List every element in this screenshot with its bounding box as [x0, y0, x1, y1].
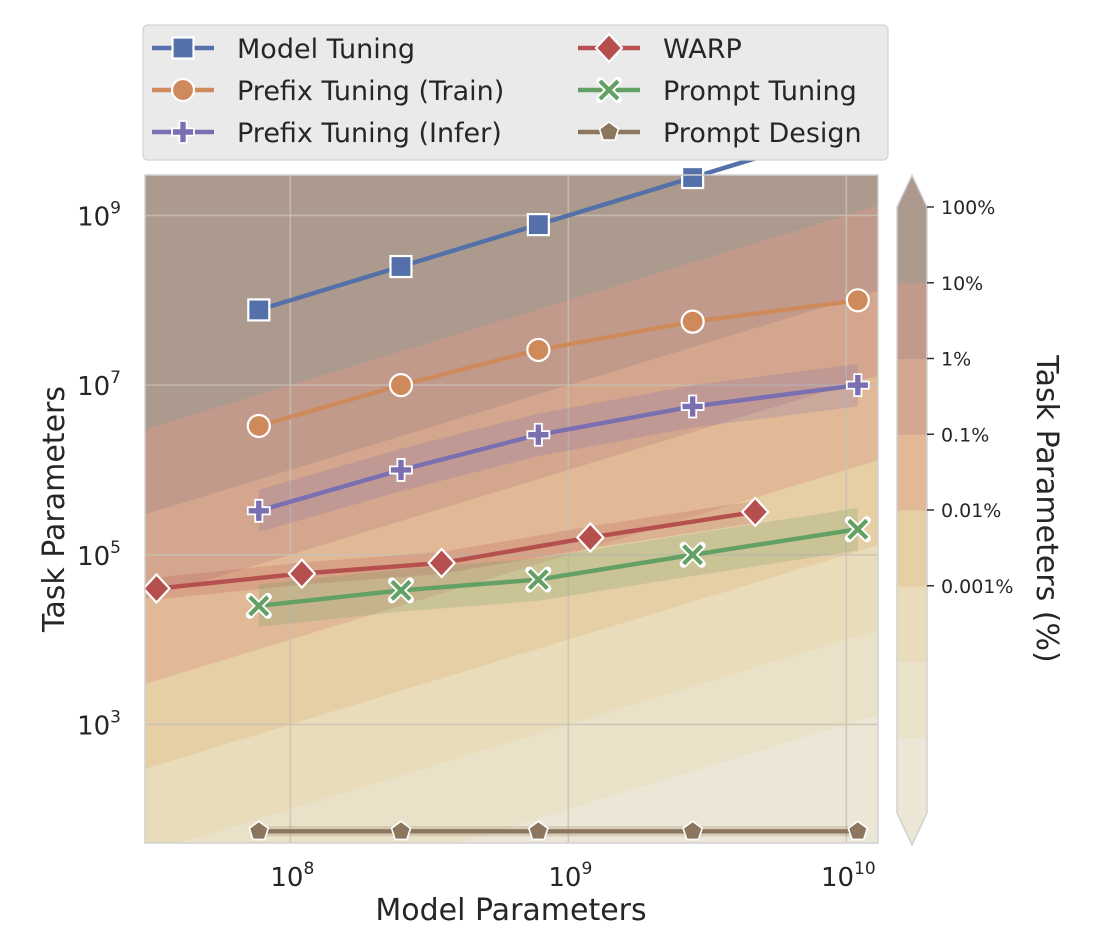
data-point [527, 569, 549, 591]
legend-label: Prompt Design [663, 118, 862, 149]
data-point [847, 820, 869, 841]
colorbar-segment [897, 661, 927, 738]
data-point [246, 498, 271, 523]
axis-ticks: 108 109 1010 103 105 107 109 [77, 198, 876, 893]
colorbar-tick-label: 10% [941, 273, 983, 295]
plot-frame [144, 174, 879, 844]
data-point [526, 213, 550, 237]
data-point [526, 422, 551, 447]
legend-frame [142, 24, 889, 161]
data-point [682, 544, 704, 566]
colorbar-tick-label: 0.001% [941, 576, 1013, 598]
data-point [598, 121, 620, 141]
data-point [681, 165, 705, 190]
data-point [390, 820, 412, 841]
y-tick-label: 103 [77, 707, 121, 741]
colorbar-tick-label: 0.01% [941, 500, 1001, 522]
data-point [427, 547, 457, 579]
prefix-tuning-infer-markers [246, 373, 870, 523]
data-point [680, 309, 705, 334]
data-point [248, 820, 270, 841]
colorbar-segment [897, 282, 927, 359]
y-axis-title: Task Parameters [37, 386, 72, 633]
data-point [845, 288, 870, 313]
data-point [527, 820, 549, 841]
legend-label: Prefix Tuning (Infer) [237, 118, 502, 149]
warp-markers [142, 496, 770, 605]
data-point [142, 572, 172, 605]
legend-item-model-tuning: Model Tuning [152, 34, 415, 65]
colorbar-segment [897, 358, 927, 435]
series-markers [142, 115, 871, 841]
colorbar-segment [897, 207, 927, 284]
legend-label: Prompt Tuning [663, 76, 857, 107]
data-point [248, 595, 270, 617]
prefix-tuning-train-markers [246, 288, 870, 439]
x-axis-title: Model Parameters [375, 893, 646, 928]
colorbar-segment [897, 737, 927, 814]
colorbar-segment [897, 434, 927, 511]
legend-item-prompt-tuning: Prompt Tuning [578, 76, 857, 107]
colorbar-segment [897, 510, 927, 587]
prompt-design-markers [248, 820, 869, 841]
y-tick-label: 109 [77, 198, 121, 232]
data-point [740, 496, 770, 528]
colorbar-segment [897, 585, 927, 662]
x-tick-label: 1010 [821, 859, 876, 893]
legend-label: Prefix Tuning (Train) [237, 76, 504, 107]
data-point [170, 77, 196, 103]
data-point [390, 579, 412, 601]
data-point [598, 79, 620, 101]
data-point [287, 557, 317, 590]
data-point [389, 458, 413, 482]
y-tick-label: 107 [77, 368, 121, 402]
legend: Model Tuning Prefix Tuning (Train) Prefix … [142, 24, 889, 161]
colorbar-top-extension [897, 175, 927, 207]
legend-item-prompt-design: Prompt Design [578, 118, 862, 149]
data-point [388, 373, 414, 398]
colorbar: 100% 10% 1% 0.1% 0.01% 0.001% [896, 173, 1013, 847]
legend-label: Model Tuning [237, 34, 415, 65]
data-point [389, 254, 413, 279]
data-point [171, 36, 195, 60]
prompt-tuning-markers [245, 516, 871, 619]
legend-label: WARP [663, 34, 742, 65]
legend-item-prefix-tuning-infer: Prefix Tuning (Infer) [152, 118, 502, 149]
data-point [246, 413, 271, 439]
data-point [526, 337, 551, 363]
colorbar-outline [896, 173, 928, 847]
grid [145, 175, 878, 843]
contour-band-7 [145, 175, 878, 430]
data-point [247, 298, 271, 322]
colorbar-tick-label: 0.1% [941, 424, 989, 446]
data-point [594, 32, 624, 64]
y-tick-label: 105 [77, 538, 121, 572]
data-point [847, 518, 869, 540]
data-point [680, 394, 705, 419]
colorbar-tick-label: 100% [941, 197, 995, 219]
colorbar-bottom-extension [897, 813, 927, 845]
data-point [682, 820, 704, 841]
x-tick-label: 108 [270, 859, 314, 893]
data-point [845, 373, 870, 398]
data-point [171, 120, 195, 144]
colorbar-title: Task Parameters (%) [1029, 354, 1064, 662]
x-tick-label: 109 [548, 859, 592, 893]
data-point [575, 521, 605, 554]
colorbar-tick-label: 1% [941, 349, 971, 371]
legend-item-warp: WARP [578, 32, 742, 65]
legend-item-prefix-tuning-train: Prefix Tuning (Train) [152, 76, 504, 107]
